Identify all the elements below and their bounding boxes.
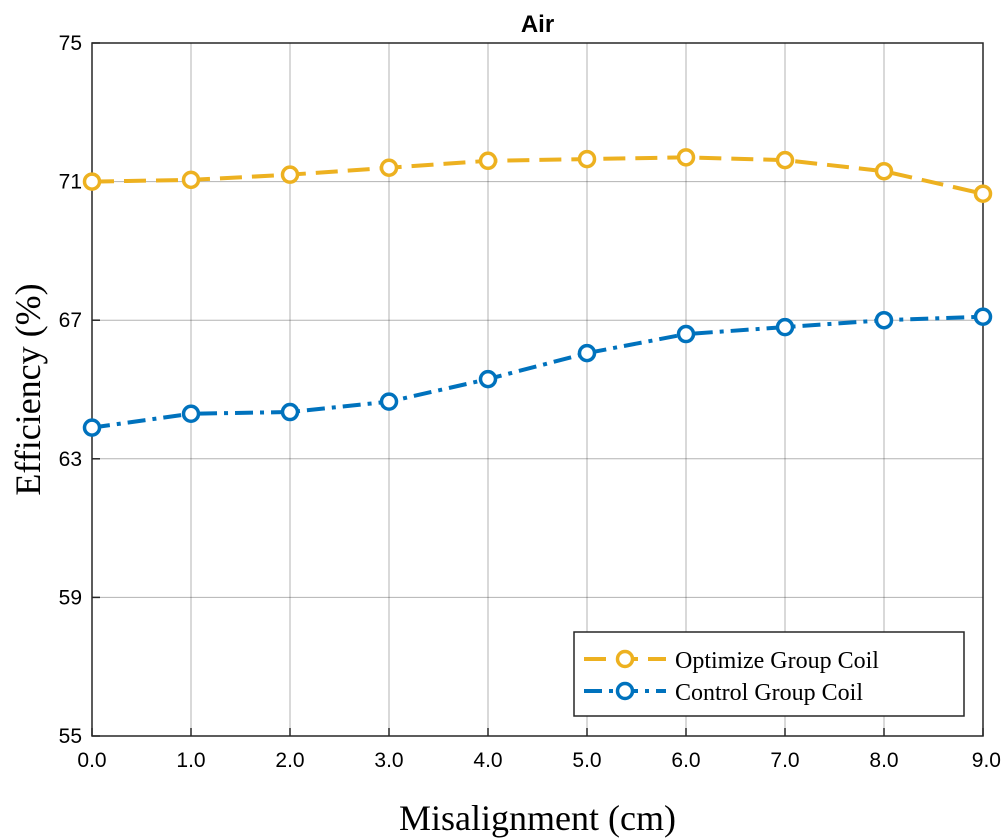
series-layer — [82, 148, 993, 437]
data-point — [577, 343, 597, 363]
series-line — [91, 155, 984, 196]
x-axis: 0.0 1.0 2.0 3.0 4.0 5.0 6.0 7.0 8.0 9.0 — [77, 728, 1001, 772]
series-1 — [82, 148, 993, 203]
legend: Optimize Group Coil Control Group Coil — [573, 631, 965, 717]
data-point — [874, 161, 894, 181]
x-tick-label: 4.0 — [473, 749, 502, 772]
data-point — [775, 150, 795, 170]
y-tick-label: 55 — [59, 725, 82, 748]
x-tick-label: 3.0 — [374, 749, 403, 772]
legend-entry: Control Group Coil — [584, 680, 863, 706]
data-point — [478, 151, 498, 171]
y-tick-label: 67 — [59, 309, 82, 332]
data-point — [82, 418, 102, 437]
y-axis: 55 59 63 67 71 75 — [59, 32, 100, 748]
y-tick-label: 71 — [59, 171, 82, 194]
legend-marker — [615, 649, 635, 669]
x-tick-label: 7.0 — [770, 749, 799, 772]
y-tick-label: 75 — [59, 32, 82, 55]
x-tick-label: 5.0 — [572, 749, 601, 772]
x-tick-label: 0.0 — [77, 749, 106, 772]
plot-frame — [91, 42, 984, 737]
data-point — [973, 184, 993, 203]
x-tick-label: 6.0 — [671, 749, 700, 772]
y-tick-label: 63 — [59, 448, 82, 471]
legend-entry: Optimize Group Coil — [584, 648, 879, 674]
series-2 — [82, 307, 993, 437]
x-tick-label: 2.0 — [275, 749, 304, 772]
data-point — [973, 307, 993, 326]
x-axis-label: Misalignment (cm) — [399, 798, 676, 838]
data-point — [775, 317, 795, 337]
data-point — [478, 369, 498, 389]
data-point — [676, 148, 696, 167]
data-point — [379, 158, 399, 177]
data-point — [82, 172, 102, 191]
legend-box — [573, 631, 965, 717]
x-tick-label: 1.0 — [176, 749, 205, 772]
legend-marker — [615, 681, 635, 701]
data-point — [577, 149, 597, 169]
data-point — [676, 324, 696, 344]
data-point — [280, 165, 300, 184]
legend-label: Control Group Coil — [675, 680, 863, 706]
data-point — [181, 170, 201, 190]
plot-area — [92, 43, 983, 736]
x-tick-label: 9.0 — [972, 749, 1001, 772]
x-tick-label: 8.0 — [869, 749, 898, 772]
data-point — [874, 310, 894, 330]
legend-label: Optimize Group Coil — [675, 648, 879, 674]
series-line — [91, 314, 984, 430]
data-point — [181, 404, 201, 424]
data-point — [280, 402, 300, 422]
data-point — [379, 392, 399, 411]
y-tick-label: 59 — [59, 586, 82, 609]
chart-title: Air — [521, 11, 554, 38]
y-axis-label: Efficiency (%) — [8, 283, 48, 495]
